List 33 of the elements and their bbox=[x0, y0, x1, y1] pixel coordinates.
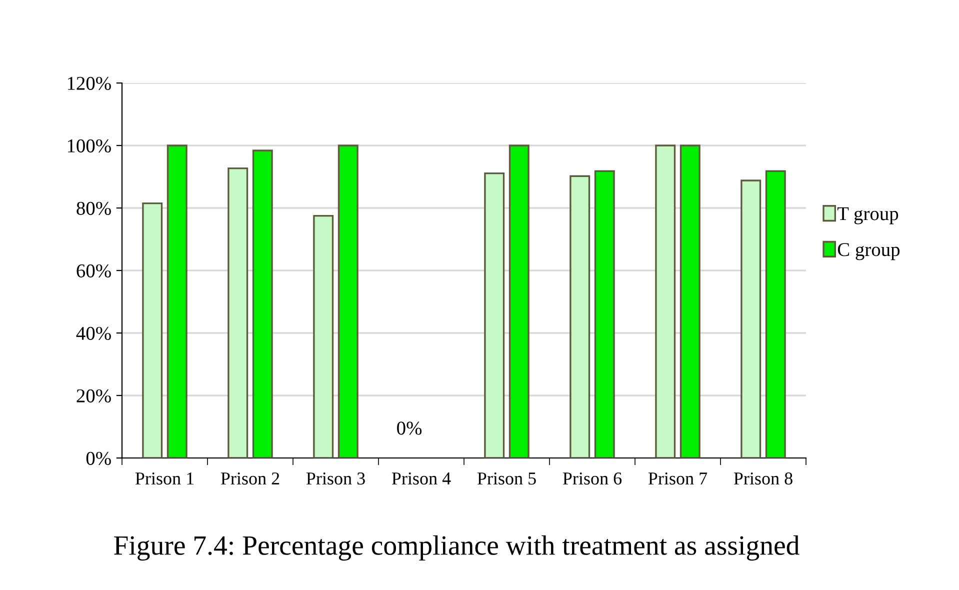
bar bbox=[228, 167, 248, 458]
legend-label: T group bbox=[837, 207, 898, 224]
y-tick-label: 80% bbox=[76, 202, 111, 215]
x-tick-label: Prison 1 bbox=[135, 472, 194, 485]
x-tick-label: Prison 3 bbox=[306, 472, 365, 485]
x-tick-label: Prison 5 bbox=[477, 472, 536, 485]
legend-label: C group bbox=[838, 243, 900, 260]
bar bbox=[508, 144, 530, 458]
bar bbox=[338, 144, 358, 458]
bar bbox=[313, 214, 334, 458]
bar bbox=[570, 175, 590, 458]
annotation: 0% bbox=[397, 422, 422, 435]
y-tick-label: 100% bbox=[68, 139, 111, 152]
bar bbox=[142, 202, 163, 458]
bar bbox=[740, 180, 762, 458]
bar bbox=[594, 170, 615, 458]
bar bbox=[765, 170, 786, 458]
y-tick-label: 120% bbox=[68, 76, 111, 90]
x-tick-label: Prison 6 bbox=[562, 472, 622, 485]
x-tick-label: Prison 7 bbox=[648, 472, 708, 485]
text: Figure 7.4: Percentage compliance with treatment as assigned bbox=[114, 535, 800, 561]
bar bbox=[680, 144, 700, 458]
x-tick-label: Prison 4 bbox=[392, 472, 451, 485]
bar bbox=[252, 150, 273, 458]
x-tick-label: Prison 8 bbox=[734, 472, 792, 485]
y-tick-label: 40% bbox=[76, 326, 111, 340]
bar bbox=[655, 144, 676, 458]
y-tick-label: 20% bbox=[76, 389, 111, 402]
bar bbox=[166, 144, 188, 458]
y-tick-label: 0% bbox=[86, 452, 111, 465]
x-tick-label: Prison 2 bbox=[220, 472, 280, 485]
bar bbox=[484, 172, 505, 458]
y-tick-label: 60% bbox=[76, 264, 111, 278]
